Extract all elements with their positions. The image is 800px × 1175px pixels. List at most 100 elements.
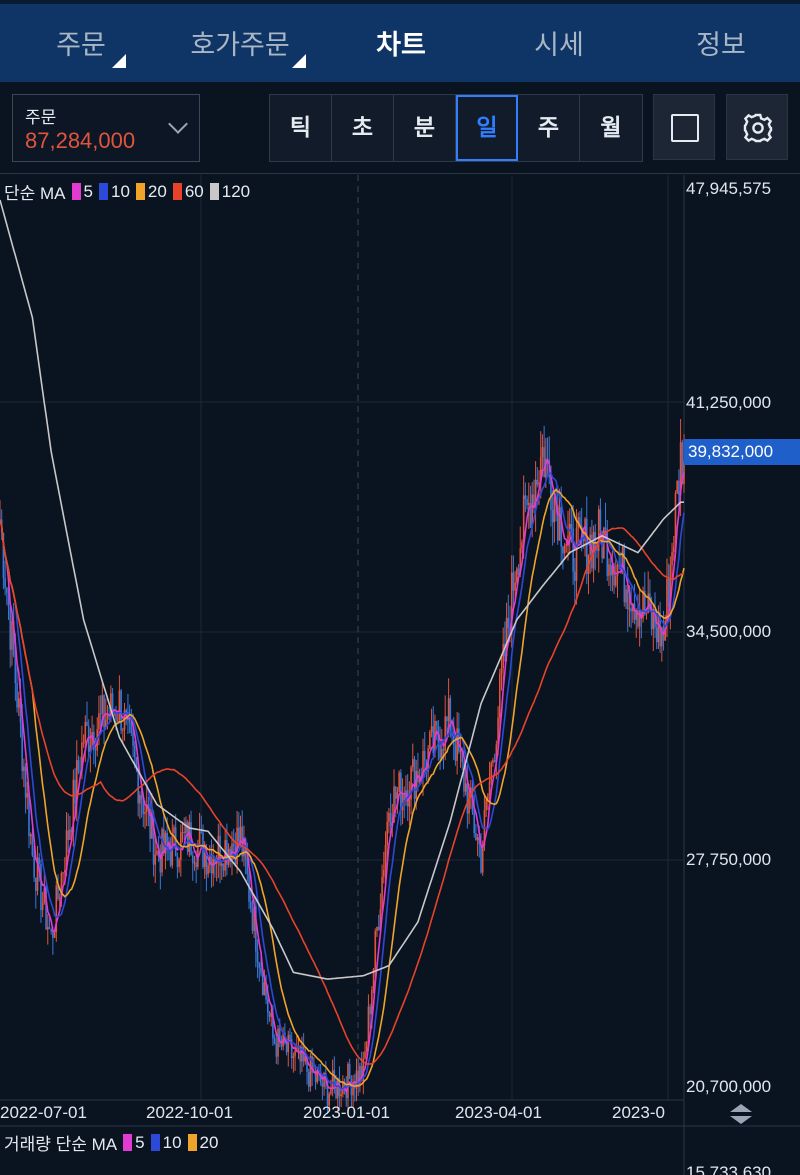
current-price-badge: 39,832,000 <box>684 439 800 465</box>
candlestick-chart-svg[interactable] <box>0 175 800 1175</box>
order-price-select[interactable]: 주문 87,284,000 <box>12 94 200 162</box>
candle-body <box>140 795 143 801</box>
settings-button[interactable] <box>726 94 788 160</box>
candle-body <box>340 1094 342 1097</box>
tab-chart[interactable]: 차트 <box>370 8 432 78</box>
candle-body <box>355 1070 358 1089</box>
candle-body <box>442 749 445 751</box>
candle-body <box>265 982 267 1000</box>
volume-legend-prefix: 거래량 단순 MA <box>4 1135 118 1154</box>
candle-body <box>616 564 619 577</box>
candle-body <box>244 839 247 860</box>
candle-body <box>582 530 585 542</box>
candle-body <box>611 565 614 576</box>
period-tick[interactable]: 틱 <box>270 95 332 161</box>
candle-body <box>220 863 223 866</box>
up-down-arrows-icon[interactable] <box>728 1103 754 1125</box>
tab-order[interactable]: 주문 <box>50 8 126 78</box>
candle-body <box>17 698 20 708</box>
candle-body <box>522 495 525 543</box>
candle-body <box>185 822 187 834</box>
candle-body <box>203 852 206 868</box>
candle-body <box>157 850 160 857</box>
candle-body <box>480 844 482 873</box>
candle-body <box>104 719 107 728</box>
candle-body <box>38 857 41 864</box>
candle-body <box>118 690 121 720</box>
candle-body <box>596 547 598 552</box>
tab-info[interactable]: 정보 <box>690 8 752 78</box>
candle-body <box>507 617 510 628</box>
candle-body <box>222 863 225 871</box>
candle-body <box>294 1050 296 1057</box>
candle-body <box>152 812 155 865</box>
candle-body <box>461 750 464 763</box>
tab-quotes[interactable]: 시세 <box>528 8 590 78</box>
candle-body <box>543 447 545 478</box>
fullscreen-button[interactable] <box>653 94 715 160</box>
candle-body <box>468 792 470 814</box>
candle-body <box>551 510 554 523</box>
candle-body <box>219 835 221 866</box>
candle-body <box>89 745 92 752</box>
candle-body <box>110 693 112 717</box>
candle-body <box>446 716 448 722</box>
candle-body <box>423 750 426 761</box>
ma5-label: 5 <box>83 181 93 201</box>
candle-body <box>50 928 52 932</box>
tab-orderbook-order[interactable]: 호가주문 <box>188 8 306 78</box>
candle-body <box>502 643 504 668</box>
ma120-label: 120 <box>221 181 251 201</box>
volume-tick-label: 15,733,630 <box>686 1163 772 1175</box>
candle-body <box>439 743 441 759</box>
candle-body <box>475 833 477 841</box>
candle-body <box>374 931 377 970</box>
candle-body <box>504 643 506 657</box>
candle-body <box>410 767 412 800</box>
candle-body <box>609 564 612 576</box>
candle-body <box>94 749 97 751</box>
candle-body <box>77 760 80 771</box>
candle-body <box>369 1006 371 1015</box>
candle-body <box>364 1051 366 1059</box>
candle-body <box>277 1028 279 1057</box>
candle-body <box>384 844 387 870</box>
candle-body <box>70 829 73 833</box>
candle-body <box>111 693 114 713</box>
period-minute[interactable]: 분 <box>394 95 456 161</box>
candle-body <box>98 713 100 730</box>
candle-body <box>82 742 85 744</box>
period-second[interactable]: 초 <box>332 95 394 161</box>
candle-body <box>238 827 240 842</box>
candle-body <box>272 1013 274 1039</box>
candle-body <box>388 812 390 822</box>
price-chart[interactable]: 단순 MA 5 10 20 60 120 47,945,575 41,250,0… <box>0 175 800 1175</box>
candle-body <box>526 498 528 505</box>
candle-body <box>318 1070 320 1072</box>
candle-body <box>377 926 380 931</box>
period-day[interactable]: 일 <box>456 95 518 161</box>
candle-body <box>667 578 670 607</box>
candle-body <box>678 480 680 496</box>
candle-body <box>154 854 157 865</box>
candle-body <box>91 731 93 746</box>
vol-ma10-label: 10 <box>162 1132 182 1152</box>
candle-body <box>343 1081 346 1089</box>
candle-body <box>671 552 673 566</box>
candle-body <box>516 568 518 583</box>
period-week[interactable]: 주 <box>518 95 580 161</box>
period-selector: 틱 초 분 일 주 월 <box>269 94 643 162</box>
candle-body <box>608 564 610 576</box>
tab-order-label: 주문 <box>56 30 106 61</box>
vol-ma5-swatch <box>123 1134 133 1151</box>
candle-body <box>613 565 615 586</box>
candle-body <box>623 547 626 603</box>
candle-body <box>357 1070 360 1086</box>
tab-quotes-label: 시세 <box>534 30 584 61</box>
price-tick-label: 34,500,000 <box>686 622 772 641</box>
period-month[interactable]: 월 <box>600 115 622 141</box>
price-tick-label: 27,750,000 <box>686 850 772 869</box>
order-price-value: 87,284,000 <box>25 128 136 153</box>
ma10-line <box>0 472 685 1090</box>
candle-body <box>512 572 515 591</box>
